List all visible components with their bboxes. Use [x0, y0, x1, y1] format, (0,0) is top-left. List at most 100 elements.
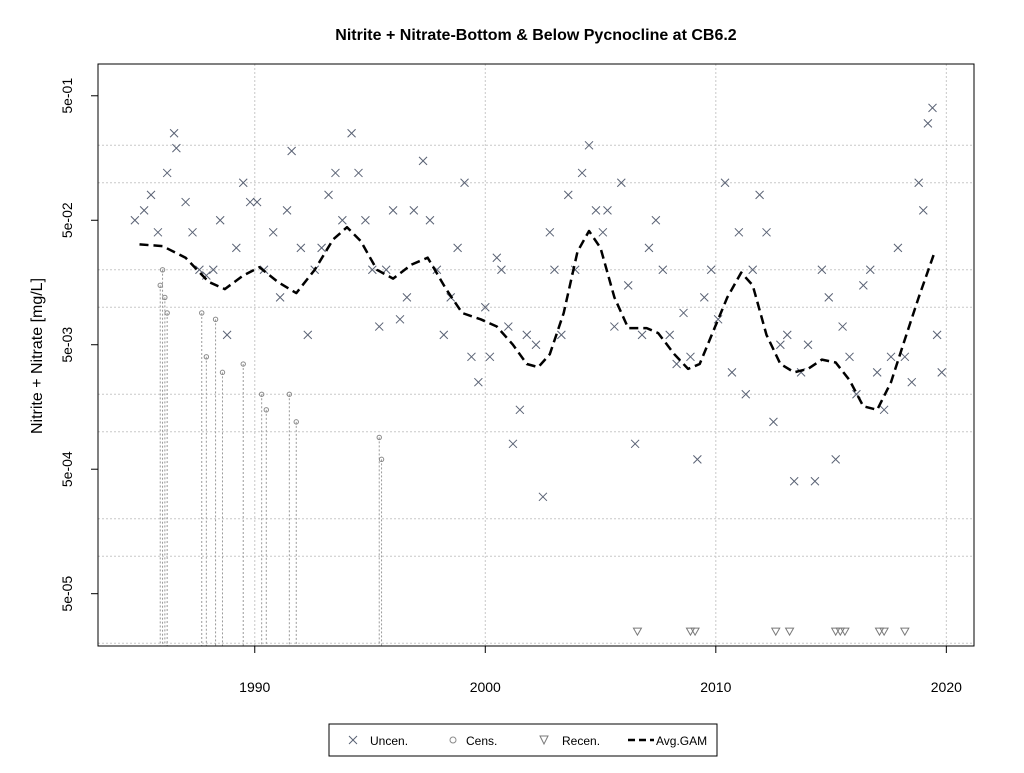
legend-label-uncensored: Uncen.	[370, 734, 408, 748]
uncensored-point-stroke	[374, 322, 384, 331]
y-tick-label: 5e-02	[59, 202, 75, 238]
recensored-point	[632, 627, 643, 637]
uncensored-point	[324, 190, 333, 200]
uncensored-point-stroke	[769, 417, 778, 427]
uncensored-point	[503, 322, 513, 331]
y-axis: 5e-05 5e-04 5e-03 5e-02 5e-01	[59, 78, 98, 612]
uncensored-point	[741, 389, 751, 399]
uncensored-point	[282, 206, 292, 215]
uncensored-point-stroke	[195, 265, 204, 275]
uncensored-point-stroke	[331, 168, 340, 178]
uncensored-point	[550, 265, 559, 275]
uncensored-point	[776, 340, 785, 350]
uncensored-point	[577, 168, 587, 178]
y-tick-label: 5e-01	[59, 78, 75, 114]
uncensored-point-stroke	[914, 178, 924, 188]
uncensored-point-stroke	[388, 206, 398, 215]
uncensored-point	[317, 243, 326, 253]
uncensored-point	[865, 265, 875, 275]
uncensored-point-stroke	[651, 215, 661, 225]
uncensored-point	[374, 322, 384, 331]
uncensored-point-stroke	[679, 308, 688, 318]
uncensored-point	[937, 367, 947, 377]
uncensored-point	[769, 417, 778, 427]
censored-point	[240, 361, 246, 367]
censored-point	[212, 316, 219, 323]
uncensored-point-stroke	[139, 206, 149, 215]
uncensored-point-stroke	[803, 340, 813, 350]
uncensored-point-stroke	[900, 352, 910, 362]
uncensored-point-stroke	[817, 265, 827, 275]
uncensored-point	[665, 330, 675, 340]
uncensored-point	[563, 190, 573, 200]
uncensored-point-stroke	[918, 206, 928, 215]
uncensored-point	[557, 330, 566, 340]
uncensored-point	[331, 168, 340, 178]
uncensored-point-stroke	[181, 197, 190, 207]
uncensored-point	[748, 265, 758, 275]
uncensored-point	[492, 253, 502, 263]
uncensored-point	[130, 215, 140, 225]
uncensored-point-stroke	[354, 168, 363, 178]
uncensored-point	[245, 197, 255, 207]
uncensored-point	[395, 314, 405, 324]
uncensored-point	[686, 352, 695, 362]
uncensored-point	[222, 330, 232, 340]
uncensored-point-stroke	[208, 265, 218, 275]
legend: Uncen. Cens. Recen. Avg.GAM	[328, 723, 718, 757]
uncensored-point	[886, 352, 896, 362]
uncensored-point-stroke	[672, 359, 681, 369]
uncensored-point-stroke	[810, 476, 820, 486]
uncensored-point	[162, 168, 172, 178]
x-tick-label: 2010	[700, 679, 731, 695]
uncensored-point	[789, 476, 799, 486]
recensored-point	[830, 627, 841, 637]
censored-point	[159, 267, 166, 273]
uncensored-point	[616, 178, 626, 188]
uncensored-point-stroke	[789, 476, 799, 486]
uncensored-point-stroke	[610, 322, 619, 331]
uncensored-point-stroke	[347, 128, 356, 138]
recensored-point	[874, 627, 885, 637]
y-axis-label: Nitrite + Nitrate [mg/L]	[29, 278, 46, 434]
uncensored-point-stroke	[923, 119, 933, 128]
legend-label-censored: Cens.	[466, 734, 497, 748]
uncensored-point-stroke	[644, 243, 654, 253]
uncensored-point-stroke	[485, 352, 495, 362]
uncensored-point	[782, 330, 792, 340]
uncensored-point-stroke	[845, 352, 854, 362]
uncensored-point	[907, 377, 917, 387]
uncensored-point-stroke	[169, 128, 179, 138]
uncensored-point-stroke	[665, 330, 675, 340]
uncensored-point	[879, 405, 889, 415]
uncensored-point	[545, 227, 555, 237]
uncensored-point	[598, 227, 608, 237]
uncensored-point	[338, 215, 347, 225]
uncensored-point-stroke	[741, 389, 751, 399]
uncensored-point-stroke	[238, 178, 248, 188]
uncensored-point	[900, 352, 910, 362]
uncensored-point	[425, 215, 435, 225]
uncensored-point-stroke	[928, 103, 937, 113]
uncensored-point-stroke	[603, 206, 612, 215]
uncensored-point-stroke	[598, 227, 608, 237]
uncensored-point-stroke	[616, 178, 626, 188]
uncensored-point	[139, 206, 149, 215]
uncensored-point-stroke	[296, 243, 306, 253]
uncensored-point-stroke	[282, 206, 292, 215]
recensored-point	[879, 627, 889, 637]
uncensored-point	[418, 156, 428, 166]
uncensored-point	[169, 128, 179, 138]
uncensored-point	[672, 359, 681, 369]
uncensored-point	[515, 405, 525, 415]
uncensored-point	[810, 476, 820, 486]
uncensored-point-stroke	[630, 439, 640, 449]
legend-censored-marker	[449, 736, 457, 744]
uncensored-point	[630, 439, 640, 449]
uncensored-point	[762, 227, 771, 237]
uncensored-point	[872, 367, 882, 377]
uncensored-point	[268, 227, 278, 237]
uncensored-point	[817, 265, 827, 275]
uncensored-point-stroke	[146, 190, 156, 200]
uncensored-point	[845, 352, 854, 362]
